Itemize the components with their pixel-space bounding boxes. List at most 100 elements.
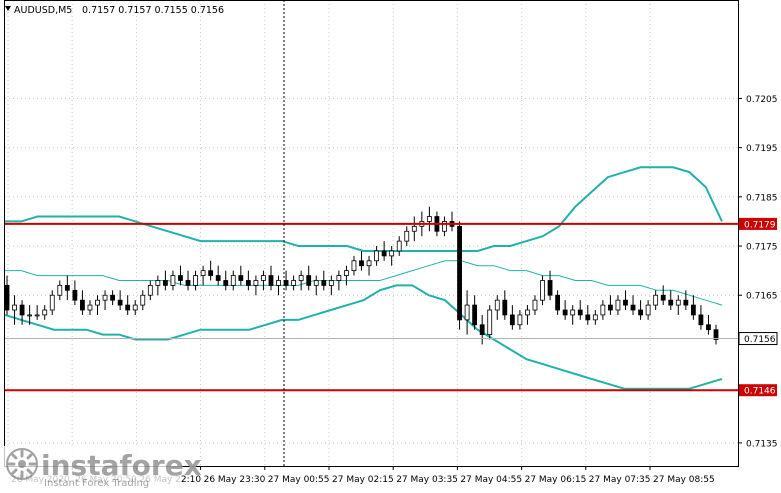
candle-body <box>283 280 289 286</box>
candle <box>359 250 364 271</box>
candle-body <box>87 304 93 311</box>
candle-body <box>623 299 628 306</box>
candle-body <box>404 230 410 242</box>
candle-body <box>653 294 659 306</box>
candle-body <box>509 314 515 326</box>
candle-body <box>193 275 198 286</box>
bollinger-bands <box>4 166 723 390</box>
candle <box>283 270 289 291</box>
candle <box>577 300 583 320</box>
candle <box>623 290 628 311</box>
candle <box>638 300 643 320</box>
candle-body <box>638 309 643 316</box>
y-tick-label: 0.7175 <box>746 243 778 253</box>
candle <box>690 295 696 320</box>
candle-body <box>185 280 191 286</box>
candle-body <box>102 294 108 301</box>
candle <box>366 255 372 276</box>
candle-body <box>585 314 591 321</box>
candle-body <box>555 294 561 311</box>
candle <box>540 275 545 306</box>
candle <box>80 290 85 315</box>
current-price-label: 0.7156 <box>744 335 776 345</box>
candle-body <box>645 304 651 316</box>
candle <box>125 295 131 315</box>
candle-body <box>442 221 447 232</box>
candle-body <box>155 280 161 286</box>
candle-body <box>34 314 40 317</box>
candle-body <box>577 309 583 316</box>
candle <box>683 290 689 311</box>
candle-body <box>200 270 206 276</box>
y-tick-label: 0.7195 <box>746 144 778 154</box>
watermark-tagline: Instant Forex Trading <box>44 478 149 489</box>
candle-body <box>547 280 553 296</box>
lower-band-line <box>4 284 723 390</box>
candle-body <box>713 329 719 340</box>
candle <box>479 314 485 345</box>
candle <box>155 275 161 296</box>
x-tick-label: 27 May 08:55 <box>653 475 715 485</box>
candle-body <box>72 289 78 301</box>
candle-body <box>396 240 402 252</box>
candle-body <box>291 280 297 286</box>
candle <box>351 255 357 276</box>
candle <box>110 290 115 306</box>
candle <box>517 310 523 330</box>
candle <box>472 295 478 330</box>
candle <box>306 265 312 291</box>
candle <box>374 246 379 266</box>
candle-body <box>125 304 131 311</box>
candle <box>223 270 229 291</box>
candle-body <box>4 285 10 311</box>
x-tick-label: 27 May 02:15 <box>332 475 394 485</box>
candle-body <box>487 309 493 336</box>
candle-body <box>313 280 319 286</box>
level-label: 0.7146 <box>744 387 776 397</box>
watermark-brand: instaforex <box>41 449 202 482</box>
x-tick-label: 27 May 00:55 <box>268 475 330 485</box>
middle-band-line <box>5 260 723 306</box>
level-tag <box>739 217 777 230</box>
candle <box>27 305 33 325</box>
candle-body <box>668 299 674 306</box>
candle <box>193 270 198 291</box>
candle <box>615 295 621 315</box>
candle-body <box>253 280 259 286</box>
candle-body <box>95 299 100 306</box>
candles <box>4 206 719 345</box>
candle <box>592 310 598 325</box>
candle-body <box>261 275 266 281</box>
candle-body <box>570 309 576 316</box>
candle <box>215 265 221 286</box>
candle <box>562 300 568 320</box>
symbol-marker-icon <box>5 6 11 11</box>
candle-body <box>245 280 251 286</box>
candle <box>532 295 538 315</box>
upper-band-line <box>5 166 723 252</box>
instaforex-logo-icon <box>6 448 38 480</box>
x-tick-label: 27 May 03:35 <box>396 475 458 485</box>
candle-body <box>336 275 342 281</box>
candle <box>645 300 651 320</box>
candle-body <box>675 299 681 306</box>
candle-body <box>215 275 221 281</box>
candle <box>87 300 93 315</box>
candle-body <box>472 304 478 326</box>
candle <box>238 265 244 286</box>
candle <box>102 290 108 311</box>
candle-body <box>411 225 417 232</box>
candle-body <box>706 324 711 331</box>
candle-body <box>351 260 357 272</box>
candle <box>253 275 259 296</box>
candle-body <box>178 275 183 281</box>
candle <box>276 275 281 296</box>
candle <box>494 295 500 320</box>
candle <box>344 265 349 286</box>
candle <box>298 270 304 291</box>
candle <box>653 290 659 311</box>
candle <box>291 275 297 291</box>
